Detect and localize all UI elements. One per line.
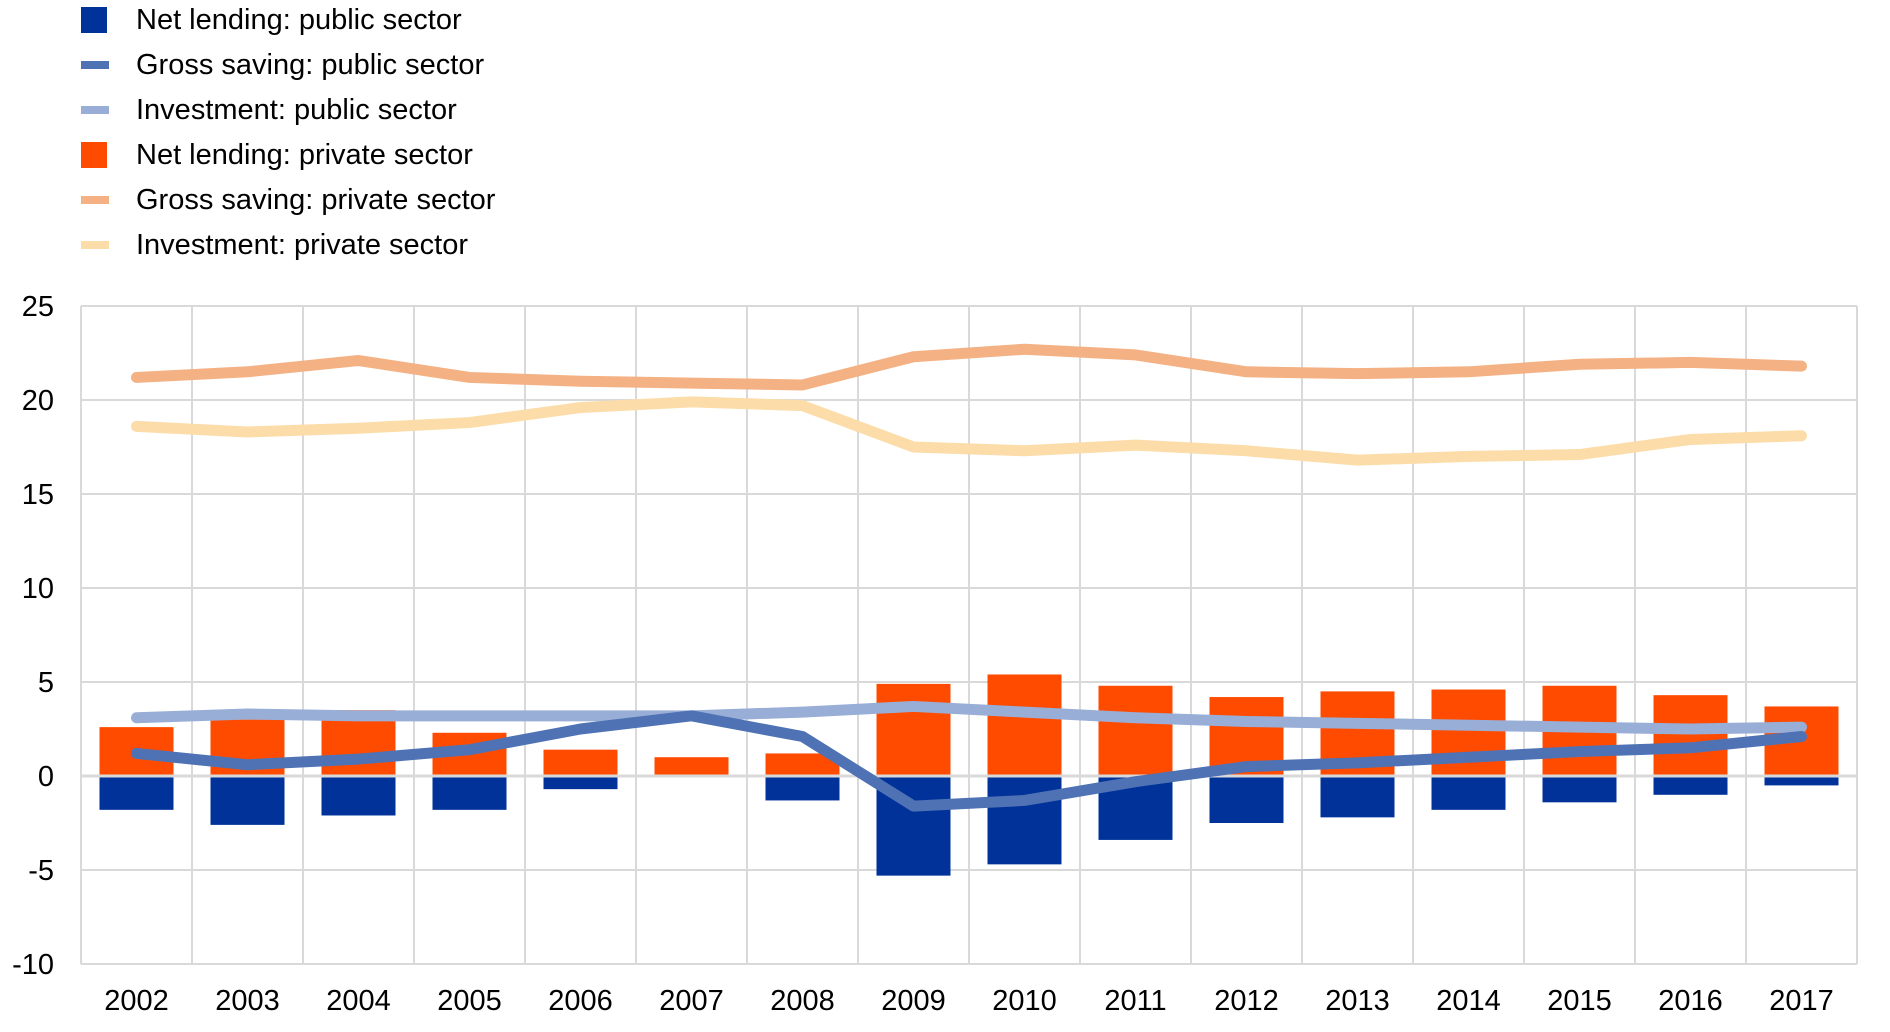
bar-net-lending-private-sector2007 bbox=[654, 757, 729, 776]
y-tick-label: 25 bbox=[22, 291, 54, 323]
bar-net-lending-public-sector2015 bbox=[1542, 776, 1617, 803]
bar-net-lending-public-sector2008 bbox=[765, 776, 840, 801]
legend-label: Net lending: public sector bbox=[136, 4, 462, 36]
y-axis-ticks: -10 -5 0 5 10 15 20 25 bbox=[12, 291, 54, 981]
y-tick-label: 20 bbox=[22, 385, 54, 417]
legend-item-investment-public: Investment: public sector bbox=[81, 90, 681, 135]
legend-label: Investment: public sector bbox=[136, 94, 457, 126]
x-tick-label: 2017 bbox=[1769, 985, 1834, 1017]
bar-net-lending-public-sector2013 bbox=[1320, 776, 1395, 818]
bar-net-lending-private-sector2008 bbox=[765, 753, 840, 776]
y-tick-label: 5 bbox=[38, 667, 54, 699]
legend-item-investment-private: Investment: private sector bbox=[81, 225, 681, 270]
x-tick-label: 2010 bbox=[992, 985, 1057, 1017]
x-tick-label: 2011 bbox=[1104, 985, 1166, 1017]
bar-net-lending-private-sector2006 bbox=[543, 749, 618, 776]
bar-net-lending-private-sector2011 bbox=[1098, 685, 1173, 776]
x-tick-label: 2007 bbox=[659, 985, 724, 1017]
legend-line-icon bbox=[81, 106, 109, 114]
legend-item-gross-saving-public: Gross saving: public sector bbox=[81, 45, 681, 90]
y-tick-label: 10 bbox=[22, 573, 54, 605]
bar-net-lending-public-sector2016 bbox=[1653, 776, 1728, 795]
legend-label: Net lending: private sector bbox=[136, 139, 473, 171]
x-tick-label: 2013 bbox=[1325, 985, 1390, 1017]
x-tick-label: 2015 bbox=[1547, 985, 1612, 1017]
bar-net-lending-public-sector2017 bbox=[1764, 776, 1839, 786]
x-tick-label: 2002 bbox=[104, 985, 169, 1017]
bar-net-lending-private-sector2016 bbox=[1653, 695, 1728, 776]
legend-label: Investment: private sector bbox=[136, 229, 469, 261]
line-gross-saving-private-sector bbox=[131, 343, 1807, 391]
x-axis-ticks: 2002 2003 2004 2005 2006 2007 2008 2009 2010 2011… bbox=[104, 985, 1834, 1017]
y-tick-label: -10 bbox=[12, 949, 54, 981]
x-tick-label: 2014 bbox=[1436, 985, 1501, 1017]
bar-net-lending-public-sector2002 bbox=[99, 776, 174, 810]
bar-net-lending-public-sector2004 bbox=[321, 776, 396, 816]
bar-net-lending-public-sector2012 bbox=[1209, 776, 1284, 823]
bar-net-lending-public-sector2010 bbox=[987, 776, 1062, 865]
x-tick-label: 2003 bbox=[215, 985, 280, 1017]
x-tick-label: 2016 bbox=[1658, 985, 1723, 1017]
lines bbox=[131, 343, 1807, 812]
legend-square-icon bbox=[81, 142, 107, 168]
legend-item-net-lending-public: Net lending: public sector bbox=[81, 0, 681, 45]
legend-square-icon bbox=[81, 7, 107, 33]
y-tick-label: 0 bbox=[38, 761, 54, 793]
line-investment-private-sector bbox=[131, 396, 1807, 466]
legend-label: Gross saving: private sector bbox=[136, 184, 496, 216]
y-tick-label: 15 bbox=[22, 479, 54, 511]
bar-net-lending-public-sector2006 bbox=[543, 776, 618, 790]
x-tick-label: 2004 bbox=[326, 985, 391, 1017]
legend-line-icon bbox=[81, 61, 109, 69]
legend-item-net-lending-private: Net lending: private sector bbox=[81, 135, 681, 180]
legend-label: Gross saving: public sector bbox=[136, 49, 485, 81]
x-tick-label: 2006 bbox=[548, 985, 613, 1017]
legend-item-gross-saving-private: Gross saving: private sector bbox=[81, 180, 681, 225]
x-tick-label: 2012 bbox=[1214, 985, 1279, 1017]
bar-net-lending-public-sector2003 bbox=[210, 776, 285, 825]
bar-net-lending-private-sector2009 bbox=[876, 683, 951, 776]
y-tick-label: -5 bbox=[28, 855, 54, 887]
x-tick-label: 2005 bbox=[437, 985, 502, 1017]
legend-line-icon bbox=[81, 241, 109, 249]
x-tick-label: 2009 bbox=[881, 985, 946, 1017]
line-gross-saving-public-sector bbox=[131, 710, 1807, 812]
x-tick-label: 2008 bbox=[770, 985, 835, 1017]
bar-net-lending-public-sector2014 bbox=[1431, 776, 1506, 810]
grid bbox=[80, 305, 1858, 965]
line-investment-public-sector bbox=[131, 700, 1807, 735]
bar-net-lending-public-sector2005 bbox=[432, 776, 507, 810]
legend-line-icon bbox=[81, 196, 109, 204]
bar-net-lending-private-sector2010 bbox=[987, 674, 1062, 776]
